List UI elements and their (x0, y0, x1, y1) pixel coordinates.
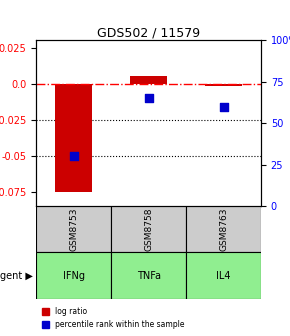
Bar (55, 84, 93, 192)
Point (221, 104, 226, 109)
Text: agent ▶: agent ▶ (0, 271, 32, 281)
Point (146, 95, 151, 101)
Title: GDS502 / 11579: GDS502 / 11579 (97, 26, 200, 39)
Bar (130, 76, 167, 84)
FancyBboxPatch shape (36, 206, 111, 252)
Text: GSM8753: GSM8753 (69, 207, 78, 251)
FancyBboxPatch shape (111, 252, 186, 299)
Text: TNFa: TNFa (137, 271, 161, 281)
FancyBboxPatch shape (186, 252, 261, 299)
Point (71, 154, 76, 159)
Text: GSM8758: GSM8758 (144, 207, 153, 251)
FancyBboxPatch shape (36, 252, 111, 299)
Text: IL4: IL4 (216, 271, 231, 281)
FancyBboxPatch shape (186, 206, 261, 252)
FancyBboxPatch shape (111, 206, 186, 252)
Text: IFNg: IFNg (63, 271, 85, 281)
Text: GSM8763: GSM8763 (219, 207, 228, 251)
Legend: log ratio, percentile rank within the sample: log ratio, percentile rank within the sa… (39, 304, 188, 332)
Bar (205, 84, 242, 86)
